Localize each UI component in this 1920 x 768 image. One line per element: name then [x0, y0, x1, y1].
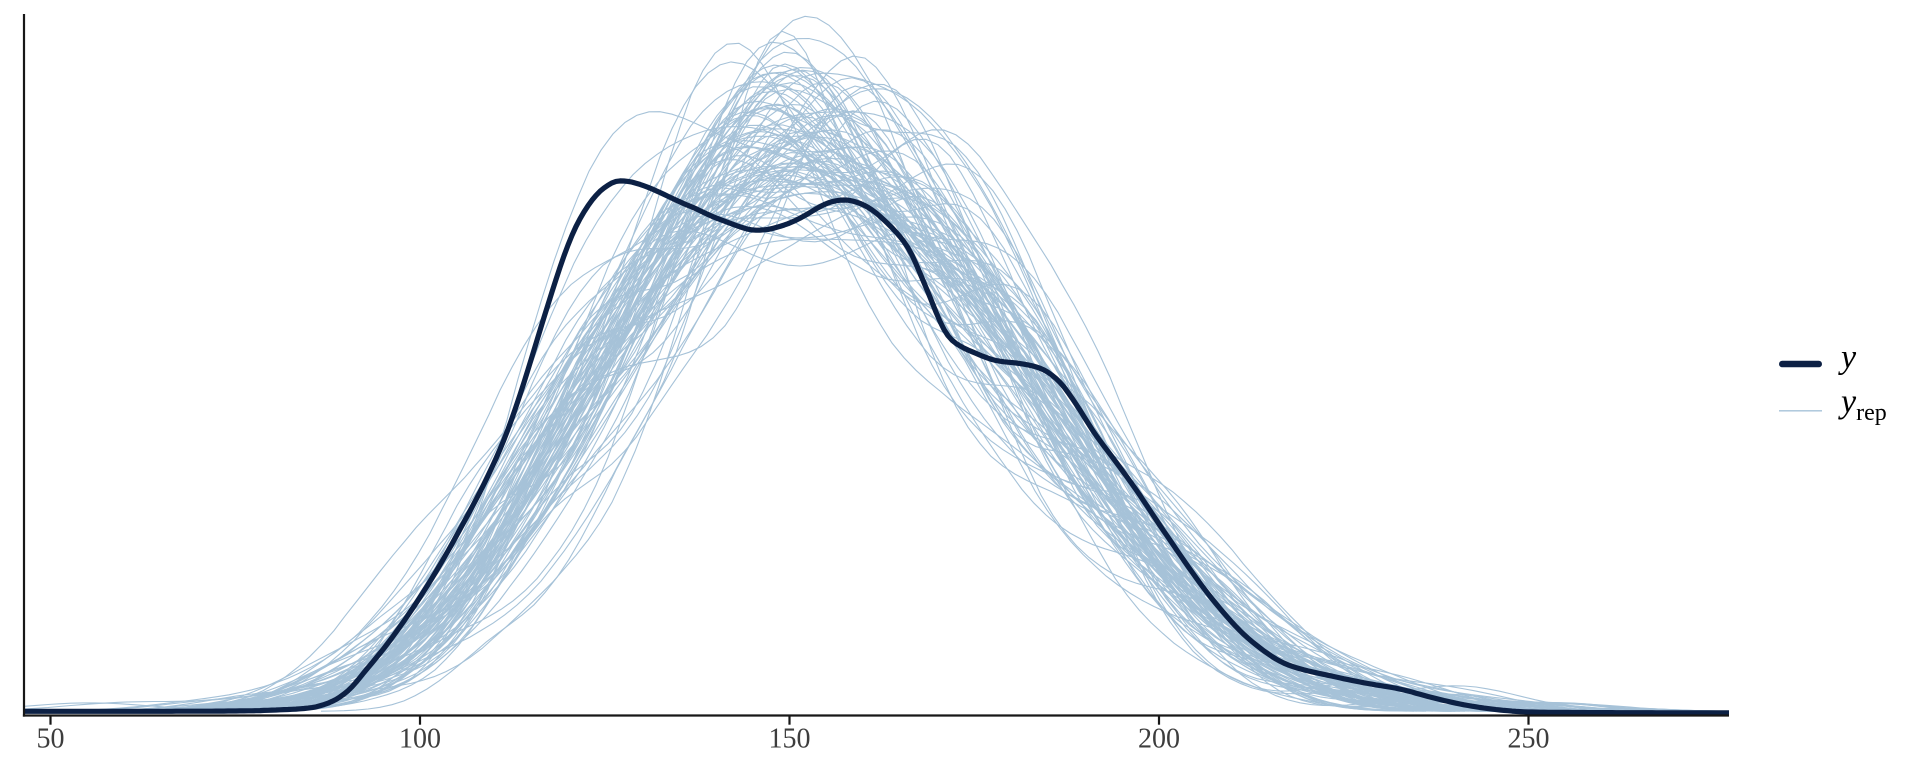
svg-text:50: 50	[37, 724, 65, 755]
svg-text:250: 250	[1508, 724, 1550, 755]
svg-text:100: 100	[399, 724, 441, 755]
svg-text:y: y	[1838, 339, 1857, 376]
svg-text:200: 200	[1138, 724, 1180, 755]
svg-text:150: 150	[769, 724, 811, 755]
